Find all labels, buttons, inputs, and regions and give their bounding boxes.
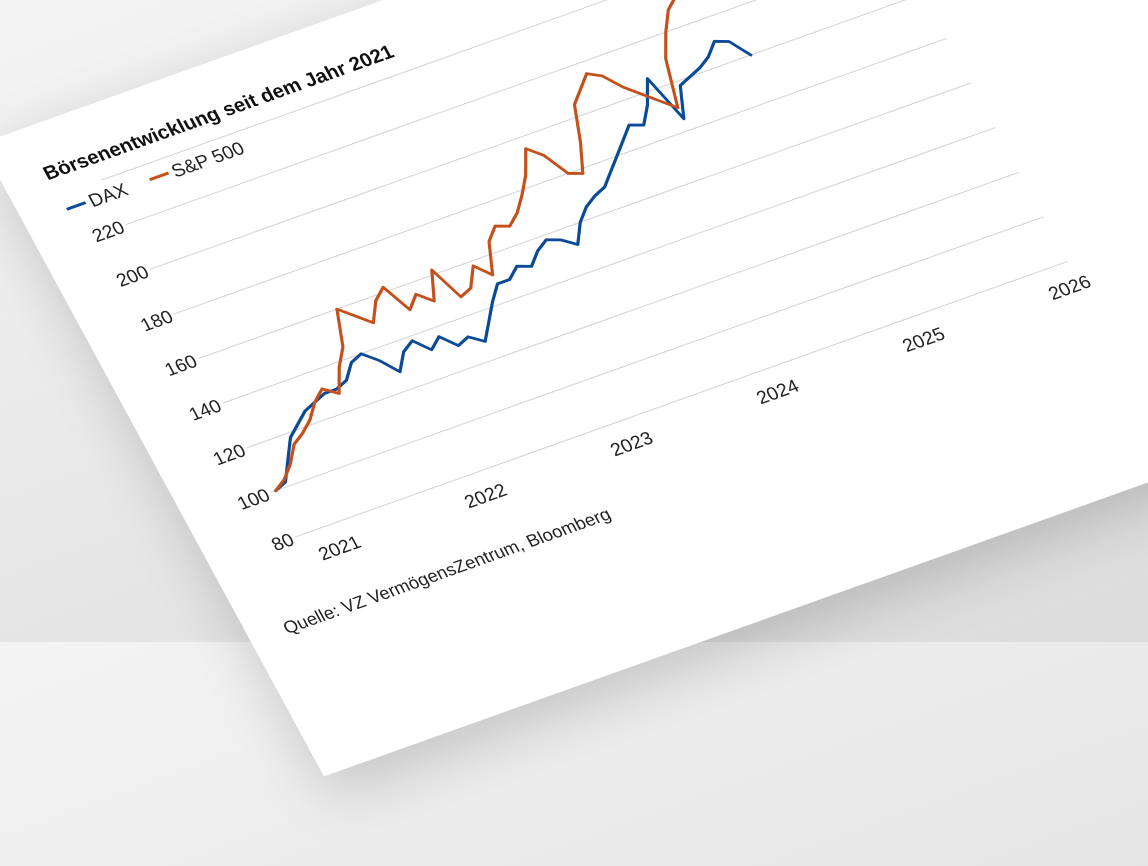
gridline-200: [149, 0, 923, 270]
x-axis-ticks: 2021 2022 2023 2024 2025 2026: [315, 272, 1095, 565]
y-tick-label: 120: [210, 441, 250, 470]
x-tick-label: 2022: [461, 480, 511, 513]
y-tick-label: 140: [186, 396, 226, 425]
y-tick-label: 220: [89, 218, 129, 247]
x-tick-label: 2026: [1045, 272, 1095, 305]
x-tick-label: 2023: [607, 428, 657, 461]
x-tick-label: 2025: [899, 324, 949, 357]
x-tick-label: 2024: [753, 376, 803, 409]
gridline-80: [294, 261, 1068, 538]
series-line-sp500: [274, 0, 719, 493]
gridlines: [101, 0, 1068, 538]
gridline-220: [125, 0, 899, 226]
y-tick-label: 180: [137, 307, 177, 336]
gridline-240: [101, 0, 875, 181]
legend-swatch-sp500: [148, 171, 170, 182]
y-tick-label: 100: [234, 485, 274, 514]
y-tick-label: 200: [113, 262, 153, 291]
legend-label-dax: DAX: [85, 180, 132, 212]
y-tick-label: 80: [268, 530, 298, 556]
gridline-100: [270, 216, 1044, 493]
legend-swatch-dax: [66, 201, 87, 211]
gridline-180: [173, 37, 947, 315]
gridline-140: [222, 127, 996, 404]
legend-label-sp500: S&P 500: [168, 139, 248, 183]
y-axis-ticks: 80 100 120 140 160 180 200 220: [89, 218, 298, 556]
gridline-160: [198, 82, 972, 359]
gridline-120: [246, 171, 1020, 449]
y-tick-label: 160: [161, 352, 201, 381]
x-tick-label: 2021: [315, 532, 365, 565]
series-lines: [274, 0, 753, 493]
